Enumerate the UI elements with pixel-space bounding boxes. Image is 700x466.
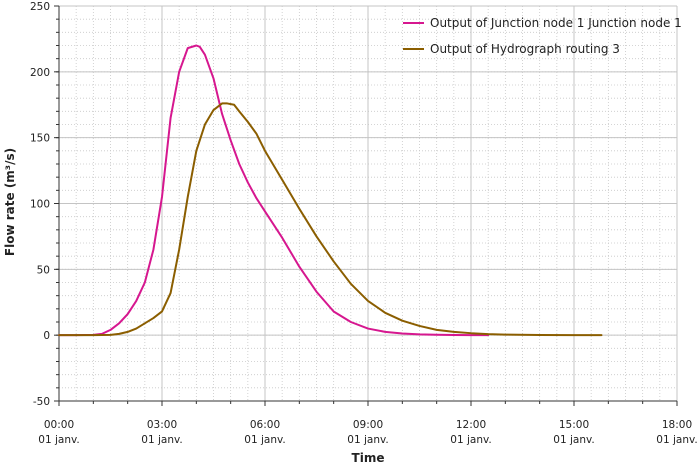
y-axis-title: Flow rate (m³/s): [3, 148, 17, 256]
y-tick-label: 100: [30, 199, 50, 211]
y-tick-label: 250: [30, 1, 50, 13]
x-tick-label-time: 00:00: [44, 419, 74, 431]
x-tick-label-time: 06:00: [250, 419, 280, 431]
x-tick-label-date: 01 janv.: [244, 434, 285, 446]
x-tick-label-date: 01 janv.: [141, 434, 182, 446]
series-line-1: [58, 44, 490, 337]
legend-label-2: Output of Hydrograph routing 3: [430, 42, 620, 56]
x-tick-label-time: 12:00: [456, 419, 486, 431]
x-tick-label-time: 15:00: [559, 419, 589, 431]
x-tick-label-time: 09:00: [353, 419, 383, 431]
legend: Output of Junction node 1 Junction node …: [403, 16, 682, 56]
y-tick-label: -50: [33, 396, 50, 408]
y-tick-label: 200: [30, 67, 50, 79]
x-tick-label-date: 01 janv.: [450, 434, 491, 446]
legend-label-1: Output of Junction node 1 Junction node …: [430, 16, 682, 30]
x-tick-label-date: 01 janv.: [38, 434, 79, 446]
x-axis-ticks: 00:00 01 janv. 03:00 01 janv. 06:00 01 janv. 0…: [38, 401, 698, 446]
x-tick-label-time: 18:00: [662, 419, 692, 431]
series-line-2: [58, 102, 603, 337]
y-tick-label: 150: [30, 133, 50, 145]
y-axis-ticks: -50 0 50 100 150 200 250: [30, 1, 59, 408]
x-tick-label-date: 01 janv.: [553, 434, 594, 446]
y-tick-label: 0: [43, 330, 50, 342]
x-tick-label-time: 03:00: [147, 419, 177, 431]
x-tick-label-date: 01 janv.: [656, 434, 697, 446]
y-tick-label: 50: [37, 264, 50, 276]
x-axis-title: Time: [352, 451, 385, 465]
series-layer: [58, 44, 603, 337]
x-tick-label-date: 01 janv.: [347, 434, 388, 446]
